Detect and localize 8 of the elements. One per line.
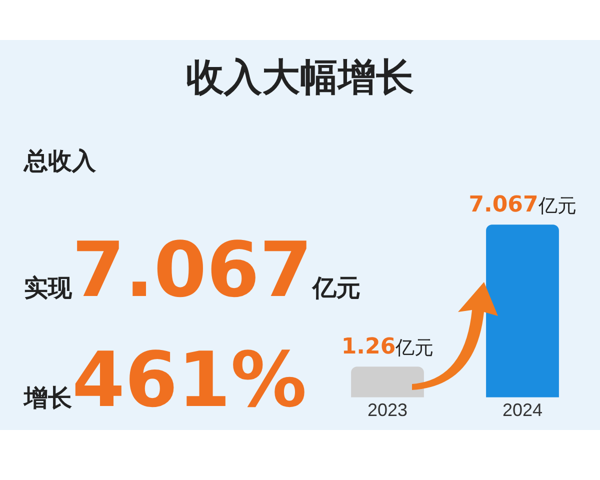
data-label: 7.067亿元	[468, 192, 576, 218]
x-tick-label: 2024	[502, 400, 543, 420]
text: 总收入	[24, 146, 96, 177]
x-tick-label: 2023	[367, 400, 408, 420]
text: 增长461%	[24, 335, 307, 424]
annotation: 实现7.067亿元	[24, 225, 360, 314]
data-label: 1.26亿元	[341, 334, 434, 360]
chart-title: 收入大幅增长	[185, 54, 415, 101]
